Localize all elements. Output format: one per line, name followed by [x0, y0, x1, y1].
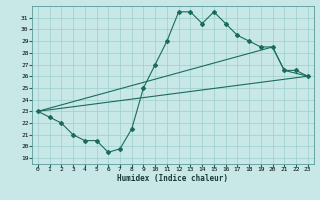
X-axis label: Humidex (Indice chaleur): Humidex (Indice chaleur) [117, 174, 228, 183]
